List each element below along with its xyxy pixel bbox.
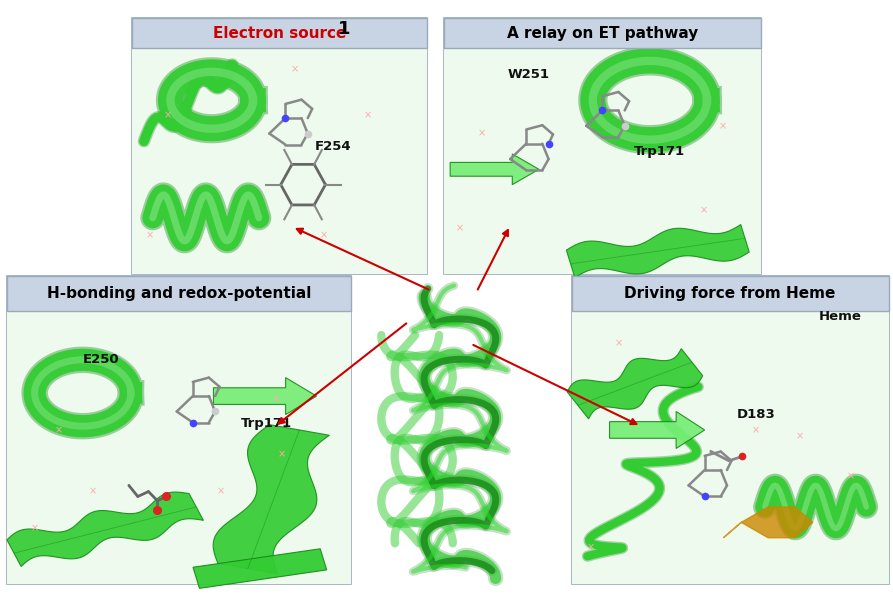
Polygon shape <box>567 349 703 419</box>
Text: ×: × <box>700 205 708 215</box>
Text: ×: × <box>751 425 759 435</box>
Text: Electron source: Electron source <box>213 26 346 41</box>
Text: ×: × <box>89 487 97 496</box>
Text: F254: F254 <box>315 140 352 153</box>
FancyBboxPatch shape <box>444 18 761 274</box>
Text: A relay on ET pathway: A relay on ET pathway <box>506 26 698 41</box>
Text: E250: E250 <box>83 352 120 366</box>
FancyBboxPatch shape <box>444 18 761 274</box>
Text: ×: × <box>847 471 855 481</box>
Text: ×: × <box>271 394 280 404</box>
FancyBboxPatch shape <box>572 276 889 584</box>
FancyBboxPatch shape <box>132 18 427 48</box>
FancyBboxPatch shape <box>7 276 351 311</box>
FancyBboxPatch shape <box>7 276 351 584</box>
Text: ×: × <box>54 425 63 435</box>
Text: ×: × <box>163 111 171 121</box>
Text: ×: × <box>320 231 328 241</box>
Text: ×: × <box>363 111 372 121</box>
FancyBboxPatch shape <box>7 276 351 584</box>
Text: D183: D183 <box>737 408 775 421</box>
Text: H-bonding and redox-potential: H-bonding and redox-potential <box>46 286 312 301</box>
Polygon shape <box>450 154 539 185</box>
Text: Trp171: Trp171 <box>241 417 292 431</box>
Text: Driving force from Heme: Driving force from Heme <box>624 286 836 301</box>
Polygon shape <box>610 411 705 448</box>
FancyBboxPatch shape <box>132 18 427 274</box>
FancyBboxPatch shape <box>572 276 889 311</box>
Text: ×: × <box>278 450 287 460</box>
Text: ×: × <box>478 129 486 139</box>
FancyBboxPatch shape <box>444 18 761 48</box>
Text: W251: W251 <box>507 68 549 81</box>
Polygon shape <box>566 225 749 278</box>
Polygon shape <box>193 549 327 588</box>
Text: ×: × <box>615 339 623 349</box>
Text: ×: × <box>146 231 154 241</box>
Polygon shape <box>213 378 316 415</box>
Text: Trp171: Trp171 <box>634 145 685 158</box>
Polygon shape <box>723 507 813 538</box>
Polygon shape <box>7 492 204 567</box>
Text: ×: × <box>719 121 727 131</box>
Text: ×: × <box>290 65 298 75</box>
Text: 1: 1 <box>338 20 350 38</box>
Polygon shape <box>213 424 330 574</box>
Text: ×: × <box>587 542 595 552</box>
Text: ×: × <box>796 431 804 441</box>
Text: ×: × <box>216 487 224 496</box>
FancyBboxPatch shape <box>132 18 427 274</box>
FancyBboxPatch shape <box>572 276 889 584</box>
Text: Heme: Heme <box>819 309 862 323</box>
Text: ×: × <box>30 524 38 533</box>
Text: ×: × <box>455 223 463 233</box>
